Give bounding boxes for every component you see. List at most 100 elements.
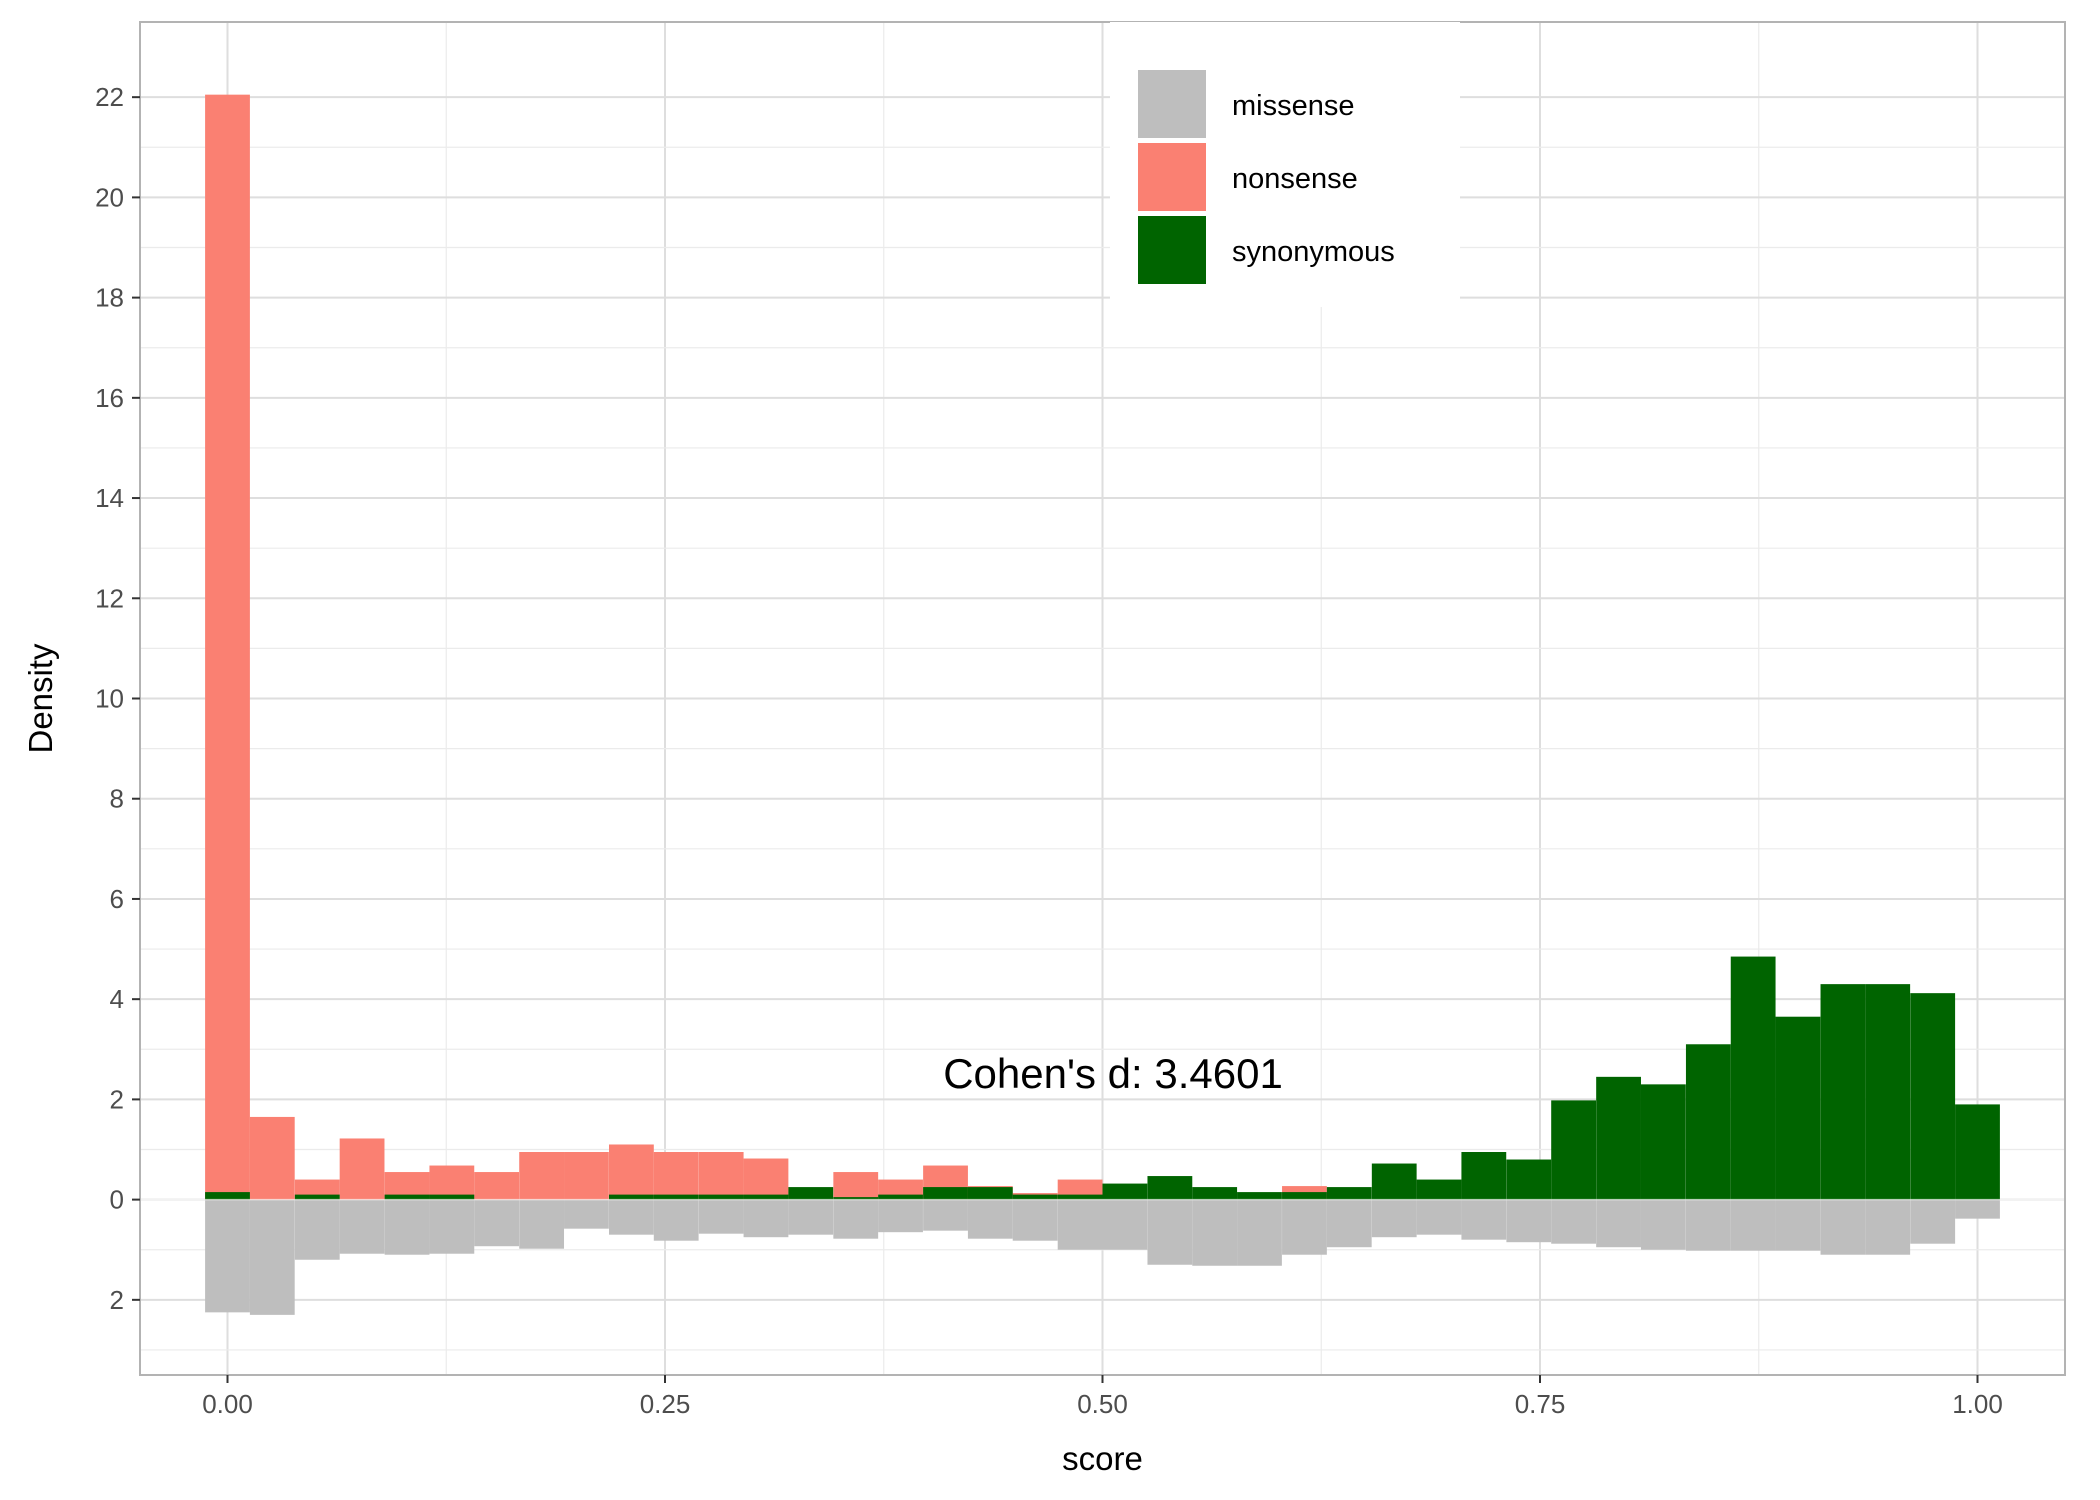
- x-tick-label: 0.25: [640, 1389, 691, 1419]
- bar-synonymous: [1012, 1194, 1058, 1200]
- legend-key-missense: [1138, 70, 1206, 138]
- y-tick-label: 0: [110, 1185, 124, 1215]
- bar-missense: [609, 1199, 654, 1235]
- bar-missense: [1910, 1199, 1956, 1244]
- bar-synonymous: [1865, 984, 1911, 1200]
- bar-missense: [1147, 1199, 1193, 1265]
- bar-nonsense: [743, 1158, 789, 1200]
- y-tick-label: 20: [95, 182, 124, 212]
- bar-synonymous: [1775, 1016, 1821, 1200]
- bar-synonymous: [1820, 984, 1866, 1200]
- bar-nonsense: [474, 1172, 520, 1200]
- legend-key-nonsense: [1138, 143, 1206, 211]
- bar-synonymous: [1282, 1192, 1327, 1200]
- bar-missense: [923, 1199, 968, 1231]
- y-tick-label: 8: [110, 784, 124, 814]
- bar-synonymous: [1326, 1187, 1372, 1200]
- grid-lines: [140, 22, 2065, 1375]
- bar-nonsense: [564, 1152, 609, 1200]
- bar-missense: [384, 1199, 430, 1255]
- bar-missense: [653, 1199, 699, 1241]
- bar-synonymous: [429, 1194, 475, 1200]
- bar-missense: [698, 1199, 744, 1234]
- x-tick-label: 0.00: [202, 1389, 253, 1419]
- bar-missense: [743, 1199, 789, 1238]
- bar-missense: [1730, 1199, 1776, 1251]
- bar-missense: [1820, 1199, 1866, 1255]
- bar-synonymous: [1685, 1044, 1731, 1200]
- bar-synonymous: [1371, 1163, 1417, 1200]
- legend-label-nonsense: nonsense: [1232, 163, 1358, 195]
- y-tick-label: 14: [95, 483, 124, 513]
- y-tick-label: 6: [110, 884, 124, 914]
- bar-missense: [1865, 1199, 1911, 1255]
- legend-label-missense: missense: [1232, 90, 1355, 122]
- bar-synonymous: [788, 1187, 834, 1200]
- bar-synonymous: [1237, 1192, 1282, 1200]
- bar-missense: [1596, 1199, 1641, 1248]
- bar-synonymous: [1102, 1183, 1148, 1200]
- bar-nonsense: [833, 1172, 879, 1200]
- bar-missense: [519, 1199, 565, 1249]
- bar-synonymous: [1147, 1176, 1193, 1200]
- bar-synonymous: [743, 1194, 789, 1200]
- bar-synonymous: [1910, 993, 1956, 1200]
- bar-missense: [429, 1199, 475, 1254]
- histogram-bars: [205, 94, 2000, 1315]
- bar-synonymous: [653, 1194, 699, 1200]
- legend-label-synonymous: synonymous: [1232, 236, 1395, 268]
- bar-missense: [1102, 1199, 1148, 1250]
- y-tick-label: 16: [95, 383, 124, 413]
- legend-key-synonymous: [1138, 216, 1206, 284]
- bar-nonsense: [205, 94, 250, 1200]
- bar-missense: [788, 1199, 834, 1235]
- bar-synonymous: [1551, 1100, 1596, 1200]
- bar-synonymous: [384, 1194, 430, 1200]
- bar-missense: [1192, 1199, 1238, 1266]
- bar-missense: [1282, 1199, 1327, 1255]
- bar-missense: [1955, 1199, 2000, 1219]
- axis-ticks: [132, 96, 1979, 1383]
- bar-nonsense: [653, 1152, 699, 1200]
- y-tick-label: 4: [110, 984, 124, 1014]
- bar-missense: [1012, 1199, 1058, 1241]
- y-tick-label: 10: [95, 684, 124, 714]
- bar-missense: [1775, 1199, 1821, 1251]
- bar-missense: [1237, 1199, 1282, 1266]
- bar-synonymous: [1416, 1179, 1462, 1200]
- bar-nonsense: [339, 1138, 385, 1200]
- bar-missense: [1640, 1199, 1686, 1250]
- y-tick-label: 18: [95, 283, 124, 313]
- bar-missense: [249, 1199, 295, 1315]
- bar-synonymous: [1955, 1104, 2000, 1200]
- bar-missense: [1551, 1199, 1596, 1244]
- bar-synonymous: [1730, 956, 1776, 1200]
- bar-synonymous: [1640, 1084, 1686, 1200]
- bar-synonymous: [1461, 1152, 1507, 1200]
- bar-missense: [474, 1199, 520, 1247]
- bar-missense: [1057, 1199, 1103, 1250]
- bar-synonymous: [205, 1192, 250, 1200]
- bar-nonsense: [249, 1116, 295, 1200]
- bar-synonymous: [294, 1194, 340, 1200]
- bar-synonymous: [833, 1197, 879, 1200]
- y-tick-label: 12: [95, 583, 124, 613]
- bar-missense: [1461, 1199, 1507, 1240]
- cohens-d-annotation: Cohen's d: 3.4601: [943, 1050, 1283, 1097]
- bar-synonymous: [1192, 1187, 1238, 1200]
- bar-synonymous: [967, 1187, 1013, 1200]
- bar-nonsense: [519, 1152, 565, 1200]
- bar-synonymous: [923, 1187, 968, 1200]
- bar-nonsense: [609, 1144, 654, 1200]
- bar-synonymous: [878, 1194, 923, 1200]
- bar-nonsense: [429, 1165, 475, 1200]
- bar-missense: [339, 1199, 385, 1254]
- bar-missense: [1416, 1199, 1462, 1235]
- x-tick-label: 0.75: [1515, 1389, 1566, 1419]
- bar-missense: [1326, 1199, 1372, 1248]
- bar-missense: [1506, 1199, 1552, 1243]
- bar-missense: [564, 1199, 609, 1229]
- y-axis-title: Density: [22, 643, 59, 754]
